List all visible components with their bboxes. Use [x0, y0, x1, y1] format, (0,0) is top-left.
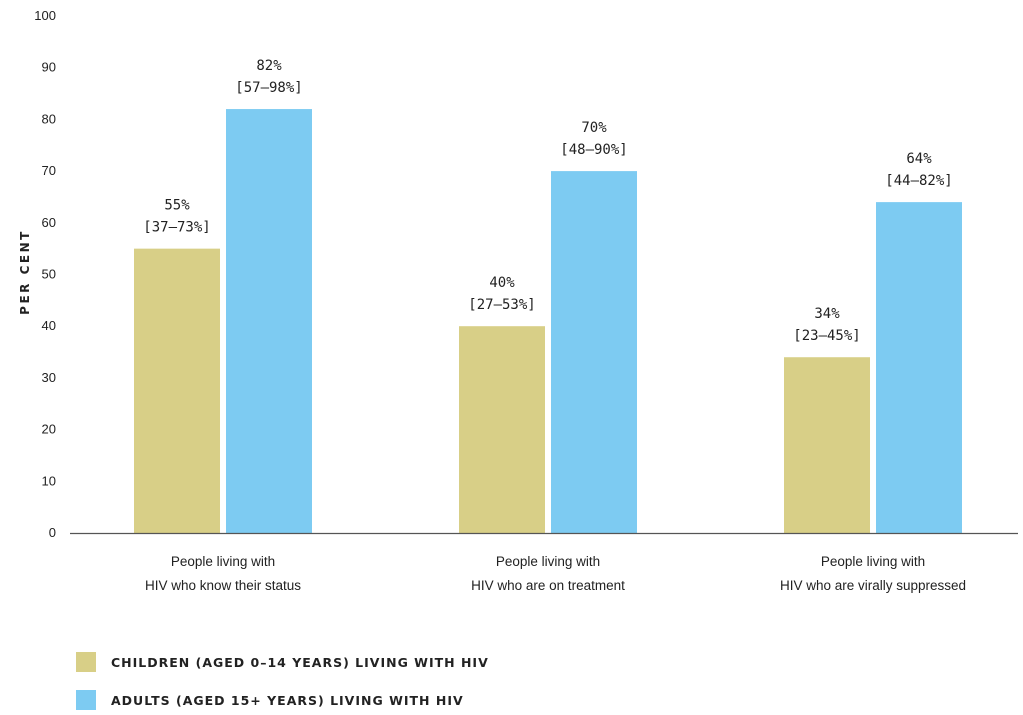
data-label: 64% — [906, 151, 932, 167]
y-tick-label: 0 — [49, 525, 56, 540]
x-tick-label: People living with — [821, 554, 925, 569]
y-tick-label: 40 — [42, 318, 56, 333]
bar — [459, 326, 545, 533]
bar — [876, 202, 962, 533]
y-tick-label: 30 — [42, 370, 56, 385]
y-tick-label: 20 — [42, 422, 56, 437]
y-tick-label: 10 — [42, 473, 56, 488]
x-tick-label: HIV who know their status — [145, 578, 301, 593]
x-tick-label: People living with — [496, 554, 600, 569]
data-label-interval: [37–73%] — [143, 220, 210, 236]
bar — [226, 109, 312, 533]
x-tick-label: HIV who are on treatment — [471, 578, 625, 593]
bar — [784, 357, 870, 533]
y-tick-label: 90 — [42, 60, 56, 75]
data-label: 55% — [164, 198, 190, 214]
x-tick-label: People living with — [171, 554, 275, 569]
data-label-interval: [48–90%] — [560, 142, 627, 158]
y-axis-label: PER CENT — [18, 229, 32, 315]
data-label: 34% — [814, 306, 840, 322]
data-label-interval: [23–45%] — [793, 328, 860, 344]
bar — [551, 171, 637, 533]
y-tick-label: 100 — [34, 8, 56, 23]
data-label: 82% — [256, 58, 282, 74]
data-label-interval: [57–98%] — [235, 80, 302, 96]
x-tick-label: HIV who are virally suppressed — [780, 578, 966, 593]
legend-label: CHILDREN (AGED 0–14 YEARS) LIVING WITH H… — [111, 655, 489, 670]
legend-swatch — [76, 690, 96, 710]
bar — [134, 248, 220, 533]
y-tick-label: 60 — [42, 215, 56, 230]
data-label-interval: [27–53%] — [468, 297, 535, 313]
data-label-interval: [44–82%] — [885, 173, 952, 189]
y-tick-label: 80 — [42, 111, 56, 126]
data-label: 40% — [489, 275, 515, 291]
data-label: 70% — [581, 120, 607, 136]
y-tick-label: 50 — [42, 267, 56, 282]
y-tick-label: 70 — [42, 163, 56, 178]
legend-label: ADULTS (AGED 15+ YEARS) LIVING WITH HIV — [111, 693, 464, 708]
legend-swatch — [76, 652, 96, 672]
